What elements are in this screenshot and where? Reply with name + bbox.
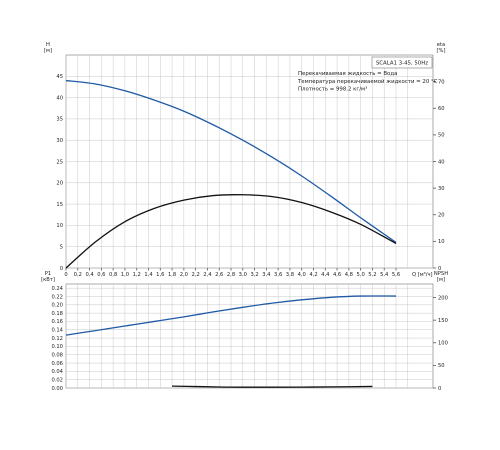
lower-y-left-tick-label: 0.00 — [51, 386, 63, 392]
upper-y-right-tick-label: 20 — [438, 213, 445, 219]
upper-x-tick-label: 3,2 — [250, 272, 258, 278]
upper-x-tick-label: 4,6 — [333, 272, 341, 278]
fluid-annotation-2: Температура перекачиваемой жидкости = 20… — [297, 78, 438, 85]
upper-x-tick-label: 4,2 — [309, 272, 317, 278]
upper-y-left-tick-label: 35 — [56, 117, 63, 123]
upper-y-left-tick-label: 25 — [56, 159, 63, 165]
upper-x-tick-label: 0 — [64, 272, 67, 278]
upper-series-black-line — [65, 194, 397, 269]
lower-y-left-tick-label: 0.08 — [51, 353, 63, 359]
upper-x-tick-label: 0,6 — [97, 272, 105, 278]
upper-x-tick-label: 1,0 — [121, 272, 129, 278]
upper-y-left-tick-label: 40 — [56, 95, 63, 101]
upper-x-tick-label: 0,4 — [85, 272, 94, 278]
upper-x-tick-label: 3,4 — [262, 272, 271, 278]
lower-y-left-tick-label: 0.20 — [51, 303, 63, 309]
upper-x-tick-label: 5,0 — [357, 272, 365, 278]
upper-y-right-tick-label: 30 — [438, 186, 445, 192]
lower-y-right-unit: [м] — [437, 277, 445, 283]
upper-x-tick-label: 3,6 — [274, 272, 282, 278]
lower-y-right-tick-label: 150 — [438, 318, 448, 324]
upper-y-left-tick-label: 45 — [56, 74, 63, 80]
upper-y-left-tick-label: 0 — [60, 266, 63, 272]
upper-y-left-label: H — [46, 42, 50, 48]
lower-y-right-tick-label: 0 — [438, 386, 441, 392]
upper-y-left-unit: [м] — [44, 48, 52, 54]
upper-y-left-tick-label: 15 — [56, 202, 63, 208]
upper-y-left-tick-label: 5 — [60, 245, 63, 251]
lower-y-right-tick-label: 200 — [438, 295, 448, 301]
upper-x-tick-label: 1,4 — [144, 272, 153, 278]
upper-y-right-tick-label: 60 — [438, 106, 445, 112]
upper-y-right-tick-label: 70 — [438, 79, 445, 85]
upper-y-right-tick-label: 0 — [438, 266, 441, 272]
upper-x-tick-label: 0,8 — [109, 272, 117, 278]
upper-series-blue-line — [65, 79, 397, 243]
upper-x-tick-label: 5,6 — [392, 272, 400, 278]
lower-plot-frame — [65, 283, 434, 389]
upper-x-tick-label: 5,2 — [368, 272, 376, 278]
lower-y-left-tick-label: 0.14 — [51, 328, 63, 334]
upper-y-right-unit: [%] — [437, 48, 446, 54]
lower-y-left-tick-label: 0.18 — [51, 311, 63, 317]
upper-x-tick-label: 0,2 — [74, 272, 82, 278]
lower-y-left-tick-label: 0.06 — [51, 361, 63, 367]
upper-x-tick-label: 2,4 — [203, 272, 212, 278]
upper-y-right-tick-label: 10 — [438, 239, 445, 245]
lower-y-left-tick-label: 0.10 — [51, 344, 63, 350]
upper-x-tick-label: 1,2 — [133, 272, 141, 278]
upper-x-axis-label: Q [м³/ч] — [412, 272, 433, 278]
upper-x-tick-label: 3,8 — [286, 272, 294, 278]
fluid-annotation-3: Плотность = 998.2 кг/м³ — [298, 86, 367, 93]
lower-series-blue-line — [65, 295, 397, 336]
upper-x-tick-label: 2,6 — [215, 272, 223, 278]
lower-y-left-tick-label: 0.22 — [51, 294, 63, 300]
upper-x-tick-label: 2,8 — [227, 272, 235, 278]
upper-x-tick-label: 5,4 — [380, 272, 389, 278]
lower-y-right-tick-label: 100 — [438, 341, 448, 347]
lower-y-left-label: P1 — [45, 271, 51, 277]
upper-y-right-tick-label: 50 — [438, 133, 445, 139]
upper-y-right-tick-label: 40 — [438, 159, 445, 165]
upper-y-right-label: eta — [437, 42, 445, 48]
upper-x-tick-label: 1,6 — [156, 272, 164, 278]
upper-x-tick-label: 4,4 — [321, 272, 330, 278]
upper-x-tick-label: 4,8 — [345, 272, 353, 278]
model-label: SCALA1 3-45, 50Hz — [376, 61, 428, 67]
lower-y-left-tick-label: 0.04 — [51, 369, 63, 375]
lower-y-right-label: NPSH — [434, 271, 448, 277]
upper-x-tick-label: 1,8 — [168, 272, 176, 278]
lower-y-left-tick-label: 0.12 — [51, 336, 63, 342]
upper-y-left-tick-label: 30 — [56, 138, 63, 144]
lower-y-left-tick-label: 0.02 — [51, 377, 63, 383]
model-label-box — [371, 56, 433, 69]
lower-y-right-tick-label: 50 — [438, 363, 445, 369]
upper-y-left-tick-label: 20 — [56, 181, 63, 187]
fluid-annotation-1: Перекачиваемая жидкость = Вода — [298, 71, 397, 77]
lower-y-left-tick-label: 0.16 — [51, 319, 63, 325]
upper-x-tick-label: 2,0 — [180, 272, 188, 278]
lower-y-left-unit: [кВт] — [41, 277, 55, 283]
lower-series-black-line — [172, 385, 373, 388]
upper-x-tick-label: 2,2 — [192, 272, 200, 278]
upper-x-tick-label: 4,0 — [298, 272, 306, 278]
upper-x-tick-label: 3,0 — [239, 272, 247, 278]
lower-y-left-tick-label: 0.24 — [51, 286, 63, 292]
upper-y-left-tick-label: 10 — [56, 223, 63, 229]
